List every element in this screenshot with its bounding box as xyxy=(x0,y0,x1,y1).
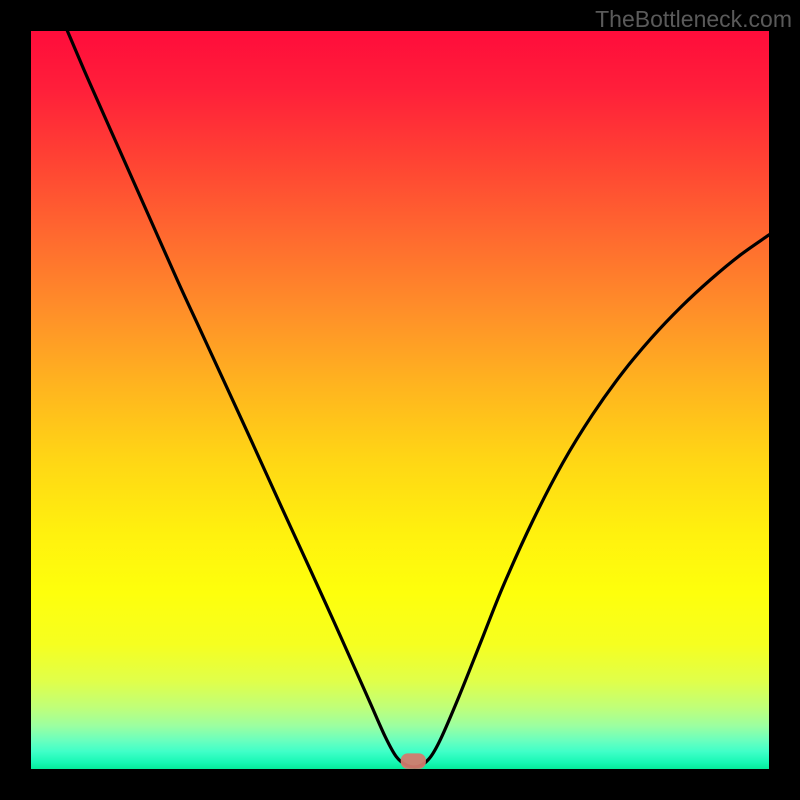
optimal-marker xyxy=(401,753,426,769)
plot-gradient xyxy=(30,30,770,770)
frame-mask xyxy=(0,0,30,800)
watermark-text: TheBottleneck.com xyxy=(595,6,792,33)
frame-mask xyxy=(770,0,800,800)
frame-mask xyxy=(0,770,800,800)
chart-svg xyxy=(0,0,800,800)
